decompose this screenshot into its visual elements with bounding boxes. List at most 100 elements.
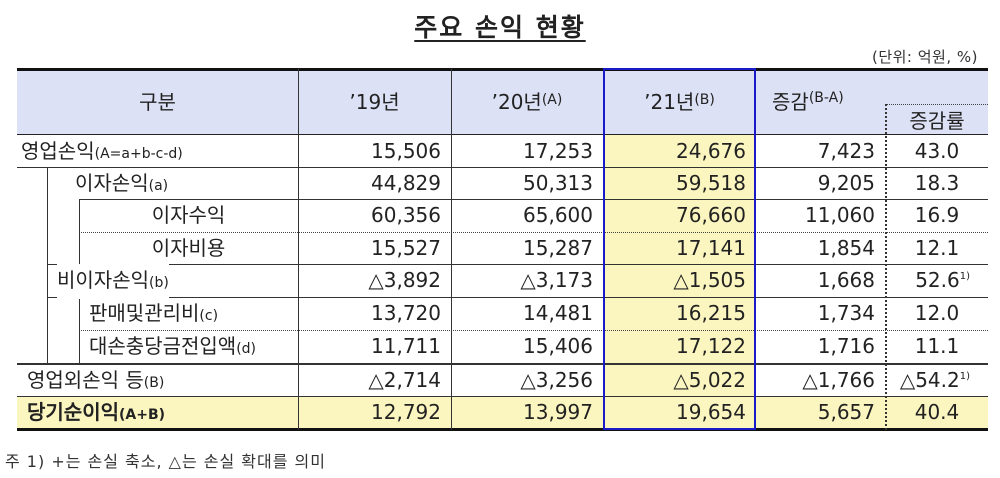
cell-2021: △1,505 bbox=[673, 268, 746, 292]
row-label-text: 이자비용 bbox=[151, 236, 226, 260]
footnote: 주 1) +는 손실 축소, △는 손실 확대를 의미 bbox=[5, 452, 326, 471]
cell-rate-text: 52.6 bbox=[915, 268, 960, 292]
rate-col-divider bbox=[885, 104, 887, 430]
cell-2019: △3,892 bbox=[368, 268, 441, 292]
row-label: 영업외손익 등(B) bbox=[27, 364, 164, 399]
cell-2019: 44,829 bbox=[371, 171, 441, 195]
header-2019-text: ’19년 bbox=[349, 89, 400, 114]
cell-2021: 59,518 bbox=[676, 171, 746, 195]
cell-change: 1,668 bbox=[817, 268, 875, 292]
2021-column-frame bbox=[603, 68, 756, 430]
row-label-text: 이자수익 bbox=[151, 203, 226, 227]
table-header bbox=[17, 68, 988, 135]
page-title: 주요 손익 현황 bbox=[414, 13, 586, 42]
cell-rate: 52.61) bbox=[886, 264, 988, 296]
row-label-text: 이자손익 bbox=[75, 171, 149, 195]
footnote-mark: 1) bbox=[959, 371, 970, 382]
row-label-sub: (c) bbox=[199, 308, 219, 324]
indent-line bbox=[79, 199, 80, 297]
cell-rate-text: 43.0 bbox=[914, 139, 960, 163]
header-2020-sub: (A) bbox=[541, 92, 563, 108]
row-label-sub: (a) bbox=[148, 178, 169, 194]
indent-line bbox=[79, 297, 80, 363]
cell-2021: 24,676 bbox=[676, 139, 746, 163]
header-rate: 증감률 bbox=[886, 104, 988, 134]
header-2020: ’20년 (A) bbox=[451, 68, 603, 132]
cell-rate-text: 18.3 bbox=[914, 171, 960, 195]
row-divider bbox=[17, 396, 988, 397]
cell-2019: △2,714 bbox=[368, 368, 441, 392]
rate-header-divider bbox=[886, 104, 988, 105]
cell-change: 1,716 bbox=[817, 334, 875, 358]
cell-change: △1,766 bbox=[802, 368, 875, 392]
profit-loss-table: 구분 ’19년 ’20년 (A) ’21년 (B) 증감 (B-A) 증감률 영업손익… bbox=[17, 68, 988, 431]
row-label-sub: (A=a+b-c-d) bbox=[94, 146, 183, 162]
row-label: 영업손익(A=a+b-c-d) bbox=[21, 135, 183, 170]
cell-rate-text: 40.4 bbox=[914, 400, 960, 424]
cell-2020: 17,253 bbox=[523, 139, 593, 163]
cell-change: 11,060 bbox=[805, 203, 875, 227]
header-label-text: 구분 bbox=[139, 89, 176, 114]
row-label-text: 대손충당금전입액 bbox=[89, 334, 237, 358]
cell-rate: △54.21) bbox=[886, 364, 988, 396]
cell-2019: 15,506 bbox=[371, 139, 441, 163]
col-divider bbox=[451, 68, 452, 430]
header-change-sub: (B-A) bbox=[808, 90, 844, 106]
cell-change: 1,854 bbox=[817, 236, 875, 260]
cell-rate: 11.1 bbox=[886, 330, 988, 362]
cell-2021: 19,654 bbox=[676, 400, 746, 424]
row-label: 대손충당금전입액(d) bbox=[89, 330, 256, 365]
cell-rate: 18.3 bbox=[886, 167, 988, 199]
net-income-highlight bbox=[17, 396, 988, 429]
cell-2020: 15,406 bbox=[523, 334, 593, 358]
cell-2021: 17,122 bbox=[676, 334, 746, 358]
header-label: 구분 bbox=[17, 68, 298, 132]
cell-2021: 17,141 bbox=[676, 236, 746, 260]
row-label-text: 판매및관리비 bbox=[89, 301, 200, 325]
cell-rate-text: 16.9 bbox=[914, 203, 960, 227]
cell-rate: 16.9 bbox=[886, 199, 988, 231]
cell-rate: 12.0 bbox=[886, 297, 988, 329]
row-label: 당기순이익(A+B) bbox=[27, 396, 165, 431]
cell-2019: 60,356 bbox=[371, 203, 441, 227]
header-2021-sub: (B) bbox=[694, 92, 715, 108]
row-divider bbox=[79, 199, 988, 200]
cell-2021: 76,660 bbox=[676, 203, 746, 227]
cell-rate: 40.4 bbox=[886, 396, 988, 428]
col-divider bbox=[298, 68, 299, 430]
cell-rate: 12.1 bbox=[886, 232, 988, 264]
row-divider bbox=[47, 264, 988, 265]
cell-rate-text: 12.0 bbox=[914, 301, 960, 325]
footnote-mark: 1) bbox=[959, 271, 970, 282]
row-label-text: 당기순이익 bbox=[27, 400, 119, 424]
row-label: 판매및관리비(c) bbox=[89, 297, 218, 332]
row-divider-dotted bbox=[79, 330, 988, 331]
cell-2020: 65,600 bbox=[523, 203, 593, 227]
row-label-sub: (b) bbox=[149, 275, 169, 291]
row-divider bbox=[47, 297, 988, 298]
header-rate-text: 증감률 bbox=[909, 108, 965, 133]
cell-2019: 12,792 bbox=[371, 400, 441, 424]
cell-rate-text: 11.1 bbox=[914, 334, 960, 358]
cell-change: 7,423 bbox=[817, 139, 875, 163]
cell-rate: 43.0 bbox=[886, 135, 988, 167]
cell-change: 1,734 bbox=[817, 301, 875, 325]
cell-2020: 15,287 bbox=[523, 236, 593, 260]
header-change-text: 증감 bbox=[772, 90, 809, 114]
cell-2019: 15,527 bbox=[371, 236, 441, 260]
cell-2020: △3,173 bbox=[520, 268, 593, 292]
row-label: 이자손익(a) bbox=[75, 167, 168, 202]
cell-change: 5,657 bbox=[817, 400, 875, 424]
header-2021: ’21년 (B) bbox=[603, 68, 756, 132]
indent-line bbox=[47, 167, 48, 363]
cell-rate-text: △54.2 bbox=[899, 368, 960, 392]
cell-2020: 50,313 bbox=[523, 171, 593, 195]
row-label: 비이자손익(b) bbox=[57, 264, 169, 299]
cell-2019: 13,720 bbox=[371, 301, 441, 325]
unit-label: (단위: 억원, %) bbox=[871, 48, 978, 66]
cell-2021: 16,215 bbox=[676, 301, 746, 325]
cell-2019: 11,711 bbox=[371, 334, 441, 358]
cell-rate-text: 12.1 bbox=[914, 236, 960, 260]
row-label-sub: (A+B) bbox=[119, 407, 166, 423]
cell-change: 9,205 bbox=[817, 171, 875, 195]
